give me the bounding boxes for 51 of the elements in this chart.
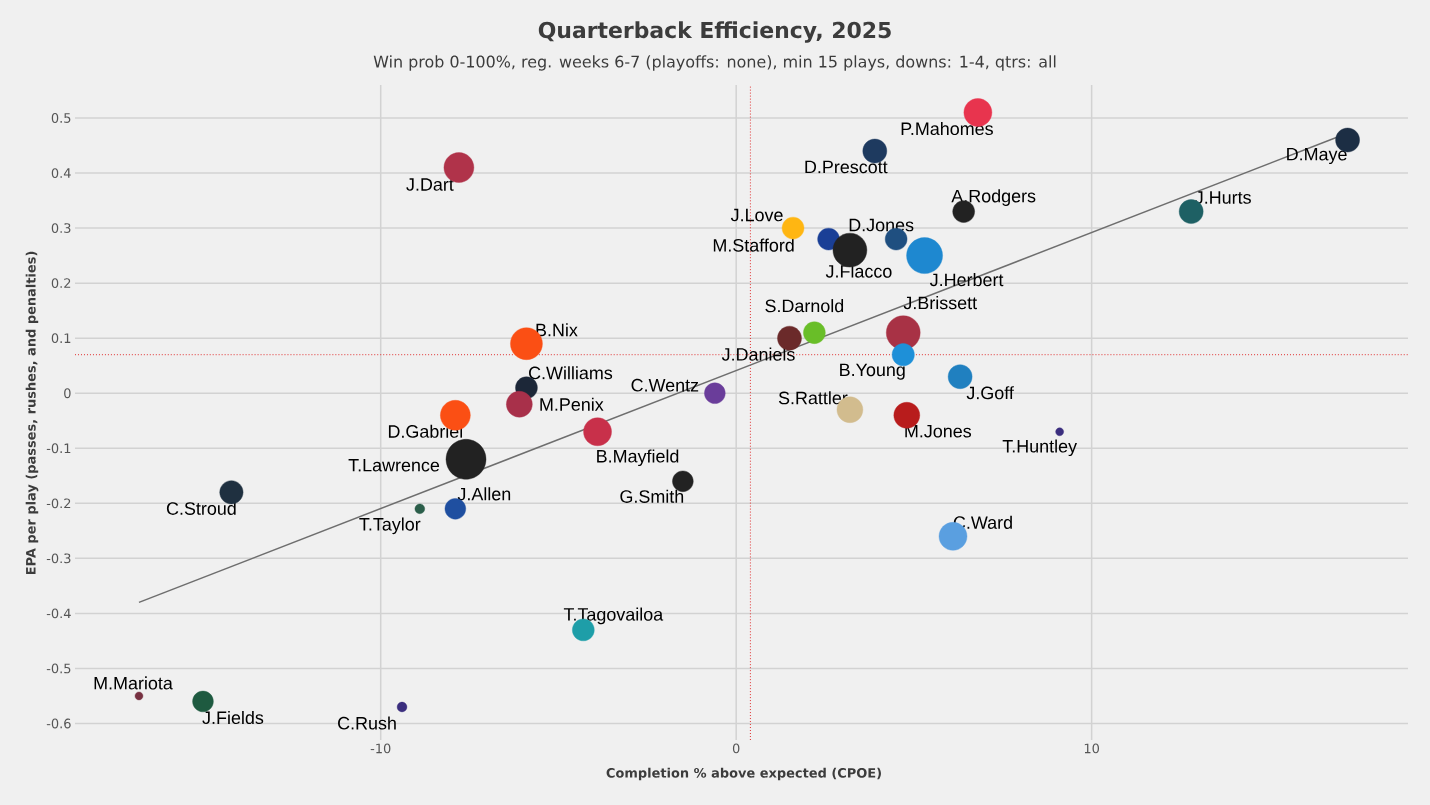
annotation: D.Prescott	[805, 160, 888, 174]
annotation: J.Hurts	[1195, 191, 1251, 204]
annotation: B.Mayfield	[597, 449, 679, 467]
y-tick-label: 0.3	[51, 223, 71, 233]
annotation: C.Wentz	[631, 378, 699, 392]
x-axis-title: Completion % above expected (CPOE)	[606, 767, 881, 781]
annotation: D.Maye	[1287, 147, 1347, 165]
annotation: T.Tagovailoa	[563, 607, 664, 625]
y-tick-label: -0.4	[46, 608, 71, 619]
annotation: S.Rattler	[778, 391, 848, 405]
annotation: P.Mahomes	[901, 121, 993, 136]
annotation: T.Taylor	[359, 517, 421, 535]
annotation: D.Jones	[849, 218, 914, 232]
annotation: J.Flacco	[825, 264, 892, 278]
y-tick-label: -0.2	[46, 498, 71, 509]
annotation: C.Rush	[338, 716, 396, 730]
annotation: S.Darnold	[765, 299, 844, 313]
annotation: B.Young	[840, 363, 905, 380]
chart-title: Quarterback Efficiency, 2025	[538, 21, 891, 43]
annotation: G.Smith	[620, 489, 684, 503]
annotation: C.Williams	[529, 366, 613, 380]
annotation: J.Love	[730, 208, 783, 222]
annotation: J.Fields	[202, 710, 264, 725]
x-tick-label: -10	[370, 743, 391, 754]
y-tick-label: -0.1	[46, 443, 71, 454]
annotation: M.Stafford	[713, 238, 794, 252]
y-tick-label: -0.3	[46, 553, 71, 564]
annotation: J.Dart	[406, 178, 454, 191]
y-axis-title: EPA per play (passes, rushes, and penalties)	[25, 251, 39, 575]
y-tick-label: 0.2	[51, 278, 71, 289]
annotation: A.Rodgers	[951, 189, 1036, 206]
x-tick-label: 0	[732, 743, 740, 754]
annotation: J.Allen	[457, 487, 511, 501]
x-tick-label: 10	[1084, 743, 1100, 754]
y-tick-label: -0.5	[46, 663, 71, 674]
annotation: T.Lawrence	[348, 459, 440, 472]
y-tick-label: 0	[64, 388, 71, 399]
chart-subtitle: Win prob 0-100%, reg. weeks 6-7 (playoffs: none), min 15 plays, downs: 1-4, qtrs: all	[373, 55, 1056, 71]
y-tick-label: -0.6	[46, 718, 71, 729]
annotation: J.Herbert	[929, 273, 1004, 287]
y-tick-label: 0.1	[51, 333, 71, 344]
annotation: C.Stroud	[166, 501, 236, 515]
annotation: J.Brissett	[903, 296, 977, 310]
annotation: M.Mariota	[94, 676, 173, 690]
y-tick-label: 0.4	[51, 168, 71, 178]
annotation: T.Huntley	[1002, 439, 1077, 457]
annotation: J.Goff	[966, 386, 1014, 400]
annotation: J.Daniels	[721, 347, 795, 361]
y-tick-label: 0.5	[51, 113, 71, 123]
annotation: M.Penix	[540, 397, 604, 411]
annotation: M.Jones	[905, 424, 972, 438]
